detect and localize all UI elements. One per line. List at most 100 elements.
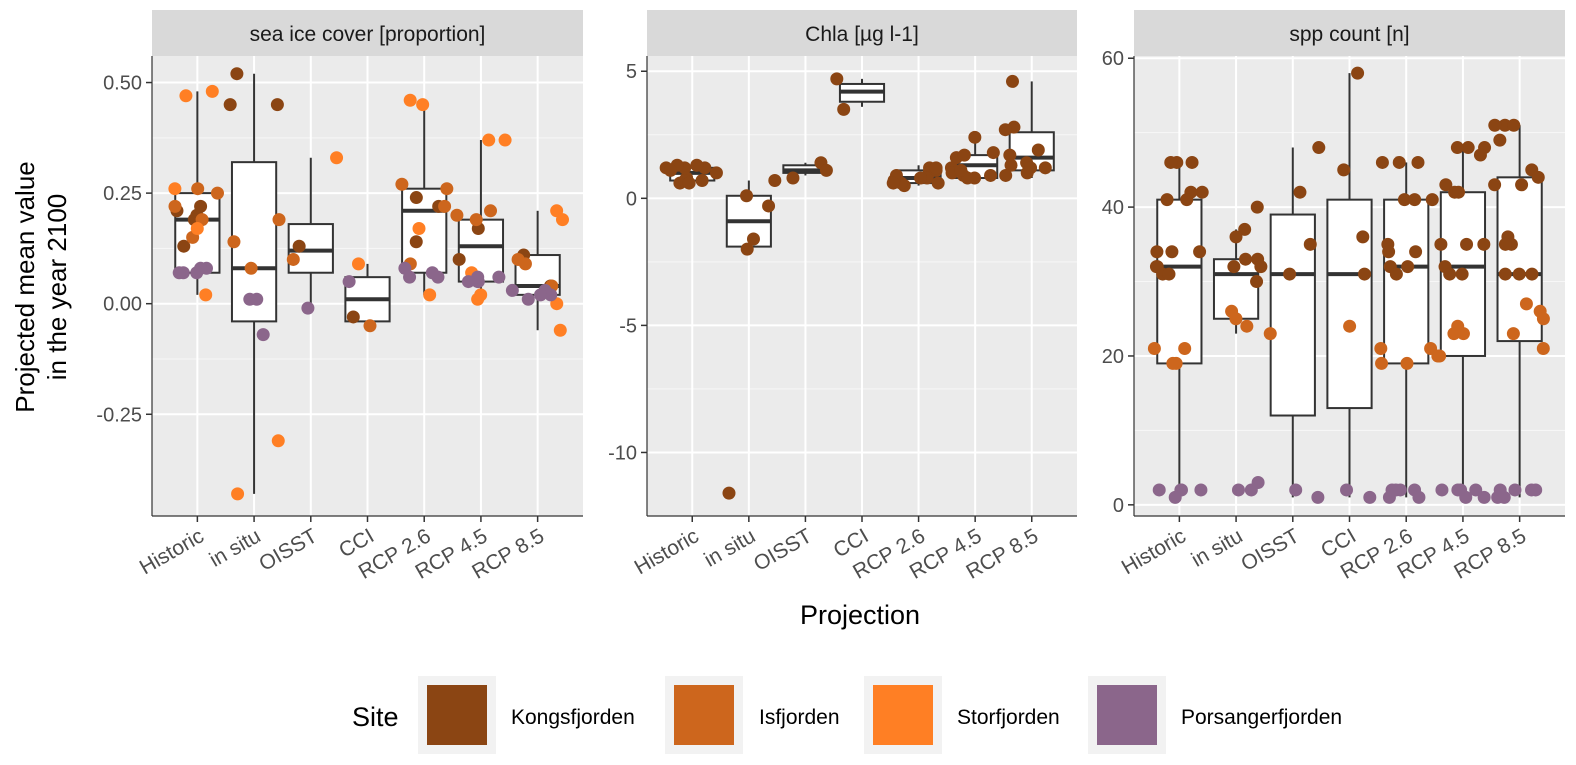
facet-strip bbox=[647, 10, 1077, 56]
legend: Site Kongsfjorden Isfjorden Storfjorden … bbox=[352, 676, 1342, 754]
data-point bbox=[330, 151, 344, 165]
data-point bbox=[1392, 155, 1406, 169]
data-point bbox=[301, 301, 315, 315]
data-point bbox=[740, 189, 754, 203]
legend-item-storfjorden: Storfjorden bbox=[864, 676, 1060, 754]
data-point bbox=[1434, 237, 1448, 251]
data-point bbox=[1251, 476, 1265, 490]
data-point bbox=[199, 288, 213, 302]
data-point bbox=[1254, 260, 1268, 274]
data-point bbox=[1488, 178, 1502, 192]
data-point bbox=[886, 176, 900, 190]
data-point bbox=[1456, 327, 1470, 341]
data-point bbox=[664, 163, 678, 177]
data-point bbox=[1477, 237, 1491, 251]
data-point bbox=[555, 213, 569, 227]
data-point bbox=[746, 232, 760, 246]
data-point bbox=[740, 242, 754, 256]
data-point bbox=[1525, 267, 1539, 281]
y-axis-title-line2: in the year 2100 bbox=[42, 194, 72, 380]
data-point bbox=[1409, 245, 1423, 259]
data-point bbox=[1536, 312, 1550, 326]
y-tick-label: 0.00 bbox=[103, 294, 142, 316]
data-point bbox=[244, 261, 258, 275]
data-point bbox=[1519, 297, 1533, 311]
data-point bbox=[1469, 483, 1483, 497]
data-point bbox=[1447, 327, 1461, 341]
data-point bbox=[205, 84, 219, 98]
data-point bbox=[190, 266, 204, 280]
data-point bbox=[1401, 260, 1415, 274]
data-point bbox=[1020, 166, 1034, 180]
data-point bbox=[1312, 141, 1326, 155]
data-point bbox=[968, 130, 982, 144]
data-point bbox=[1357, 267, 1371, 281]
data-point bbox=[1488, 118, 1502, 132]
data-point bbox=[518, 257, 532, 271]
data-point bbox=[1498, 267, 1512, 281]
data-point bbox=[1152, 483, 1166, 497]
data-point bbox=[210, 186, 224, 200]
data-point bbox=[1531, 170, 1545, 184]
data-point bbox=[1238, 222, 1252, 236]
data-point bbox=[914, 171, 928, 185]
data-point bbox=[395, 177, 409, 191]
data-point bbox=[492, 270, 506, 284]
data-point bbox=[416, 98, 430, 112]
data-point bbox=[1229, 312, 1243, 326]
data-point bbox=[256, 328, 270, 342]
y-tick-label: 0.50 bbox=[103, 73, 142, 95]
data-point bbox=[768, 174, 782, 188]
data-point bbox=[409, 191, 423, 205]
data-point bbox=[190, 222, 204, 235]
data-point bbox=[342, 275, 356, 289]
data-point bbox=[1433, 349, 1447, 363]
data-point bbox=[194, 199, 208, 213]
data-point bbox=[1473, 148, 1487, 162]
data-point bbox=[505, 283, 519, 297]
data-point bbox=[412, 222, 426, 235]
data-point bbox=[461, 275, 475, 289]
data-point bbox=[292, 239, 306, 253]
data-point bbox=[271, 434, 285, 448]
legend-key-swatch bbox=[427, 685, 487, 745]
data-point bbox=[1512, 267, 1526, 281]
data-point bbox=[1374, 342, 1388, 356]
data-point bbox=[984, 168, 998, 182]
data-point bbox=[1180, 193, 1194, 207]
data-point bbox=[1411, 155, 1425, 169]
data-point bbox=[1389, 267, 1403, 281]
data-point bbox=[1303, 237, 1317, 251]
data-point bbox=[1227, 260, 1241, 274]
data-point bbox=[498, 133, 512, 147]
data-point bbox=[1289, 483, 1303, 497]
data-point bbox=[1493, 133, 1507, 147]
data-point bbox=[1343, 319, 1357, 333]
data-point bbox=[1356, 230, 1370, 244]
data-point bbox=[1425, 193, 1439, 207]
data-point bbox=[1408, 193, 1422, 207]
data-point bbox=[423, 288, 437, 302]
facet-strip-title: spp count [n] bbox=[1289, 23, 1409, 46]
data-point bbox=[409, 235, 423, 249]
data-point bbox=[1337, 163, 1351, 177]
data-point bbox=[553, 323, 567, 337]
data-point bbox=[1250, 275, 1264, 289]
data-point bbox=[168, 182, 182, 196]
data-point bbox=[250, 292, 264, 306]
facet-strip-title: Chla [µg l-1] bbox=[805, 23, 919, 46]
facet-strip-title: sea ice cover [proportion] bbox=[250, 23, 486, 46]
data-point bbox=[786, 171, 800, 185]
data-point bbox=[1455, 267, 1469, 281]
box-iqr bbox=[1383, 198, 1430, 365]
y-tick-label: 0 bbox=[1113, 495, 1124, 517]
data-point bbox=[1477, 490, 1491, 504]
data-point bbox=[762, 199, 776, 213]
legend-label: Storfjorden bbox=[957, 706, 1060, 729]
data-point bbox=[695, 174, 709, 188]
data-point bbox=[286, 252, 300, 266]
data-point bbox=[722, 486, 736, 500]
y-tick-label: 60 bbox=[1102, 48, 1124, 70]
